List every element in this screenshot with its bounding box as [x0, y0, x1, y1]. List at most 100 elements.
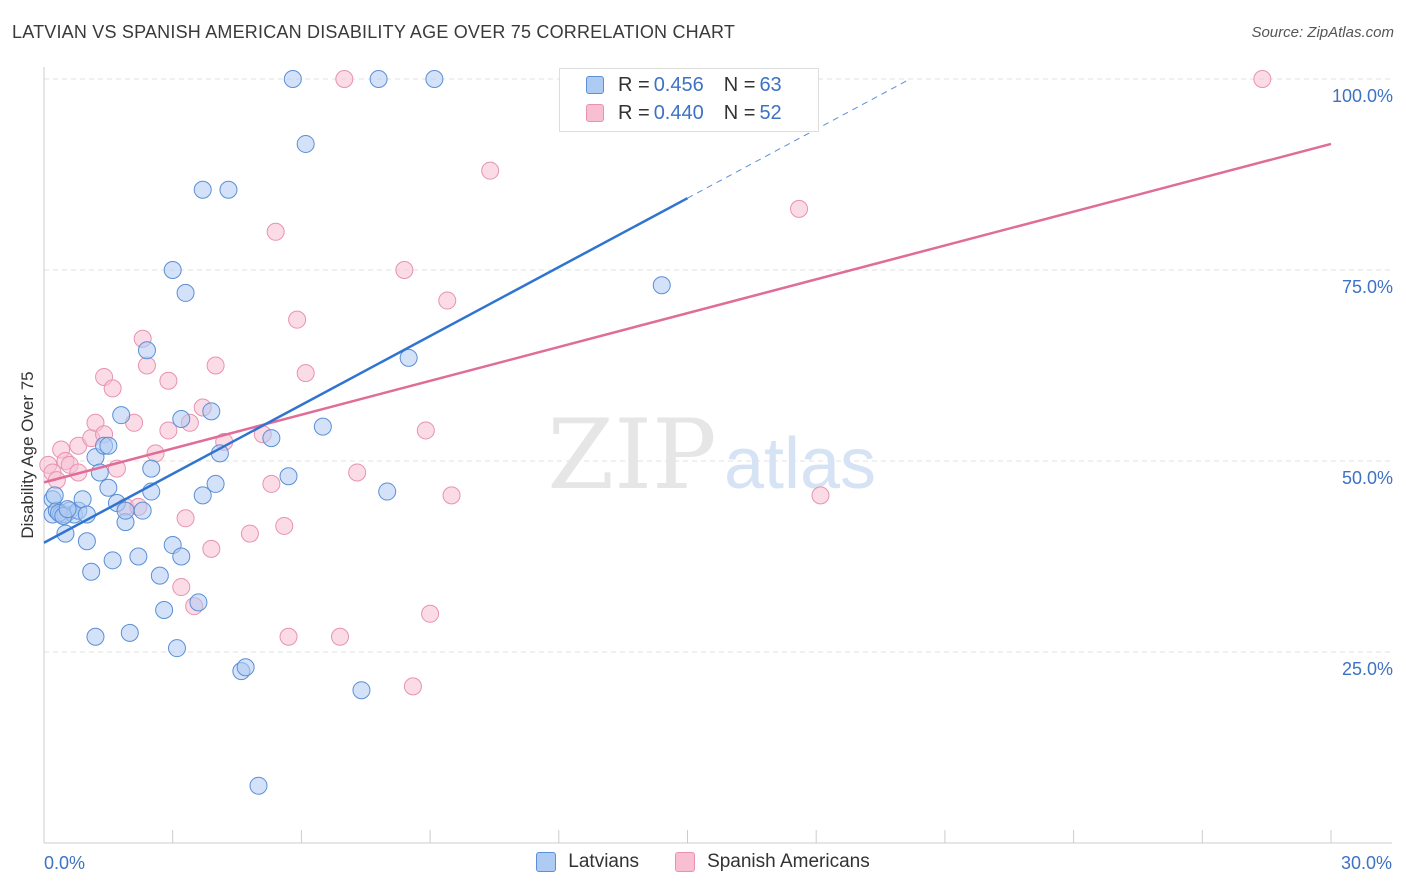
spanish-americans-point	[348, 463, 367, 482]
legend-swatch-blue	[586, 76, 604, 94]
spanish-americans-point	[296, 364, 315, 383]
latvians-point	[652, 276, 671, 295]
spanish-americans-point	[202, 539, 221, 558]
latvians-point	[279, 467, 298, 486]
spanish-americans-point	[395, 261, 414, 279]
latvians-point	[163, 261, 182, 279]
legend-row-latvians: R = 0.456 N = 63	[586, 72, 782, 98]
legend-r-label: R =	[618, 73, 650, 96]
latvians-point	[82, 562, 101, 581]
spanish-americans-trend-line	[43, 142, 1332, 484]
spanish-americans-point	[176, 509, 195, 528]
legend-item-latvians[interactable]: Latvians	[536, 851, 639, 873]
series-spanish-americans	[39, 70, 1272, 696]
spanish-americans-point	[288, 310, 307, 329]
y-tick-label: 100.0%	[1332, 86, 1393, 106]
spanish-americans-point	[335, 70, 354, 88]
latvians-point	[189, 593, 208, 612]
latvians-point	[86, 627, 105, 646]
legend-label-latvians: Latvians	[568, 851, 640, 872]
spanish-americans-point	[206, 356, 225, 375]
latvians-point	[45, 486, 64, 505]
axes	[43, 67, 1392, 844]
latvians-point	[176, 283, 195, 302]
axis-labels: 25.0% 50.0% 75.0% 100.0% 0.0% 30.0% Disability…	[18, 86, 1393, 873]
spanish-americans-point	[442, 486, 461, 505]
watermark: ZIP atlas	[547, 399, 876, 511]
spanish-americans-point	[240, 524, 259, 543]
latvians-point	[142, 459, 161, 478]
latvians-point	[99, 436, 118, 455]
latvians-point	[103, 551, 122, 570]
latvians-point	[369, 70, 388, 88]
latvians-point	[206, 474, 225, 493]
latvians-point	[116, 501, 135, 520]
spanish-americans-point	[403, 677, 422, 696]
latvians-point	[167, 639, 186, 658]
latvians-swatch	[536, 852, 557, 872]
spanish-americans-point	[159, 421, 178, 440]
latvians-point	[202, 402, 221, 421]
spanish-americans-point	[811, 486, 830, 505]
spanish-americans-point	[279, 627, 298, 646]
latvians-point	[77, 532, 96, 551]
source-label: Source: ZipAtlas.com	[1251, 24, 1394, 41]
y-tick-label: 25.0%	[1342, 659, 1393, 679]
spanish-americans-point	[421, 604, 440, 623]
latvians-point	[399, 348, 418, 367]
latvians-point	[425, 70, 444, 88]
latvians-trend-line	[43, 197, 689, 544]
latvians-point	[73, 490, 92, 509]
legend-row-spanish-americans: R = 0.440 N = 52	[586, 100, 782, 126]
latvians-point	[172, 547, 191, 566]
spanish-americans-point	[1253, 70, 1272, 88]
watermark-atlas: atlas	[724, 424, 876, 504]
x-tick-label-max: 30.0%	[1341, 853, 1392, 873]
latvians-point	[193, 486, 212, 505]
legend-r-value: 0.456	[653, 73, 704, 96]
x-tick-label-min: 0.0%	[44, 853, 85, 873]
legend-n-value: 52	[759, 101, 782, 124]
y-tick-label: 75.0%	[1342, 277, 1393, 297]
latvians-point	[219, 180, 238, 199]
spanish-americans-point	[481, 161, 500, 180]
latvians-point	[296, 134, 315, 153]
spanish-americans-point	[137, 356, 156, 375]
spanish-americans-point	[275, 516, 294, 535]
latvians-point	[236, 658, 255, 677]
legend-r-value: 0.440	[653, 101, 704, 124]
legend-item-spanish-americans[interactable]: Spanish Americans	[675, 851, 870, 873]
latvians-point	[129, 547, 148, 566]
legend-n-label: N =	[723, 73, 756, 96]
y-axis-title: Disability Age Over 75	[18, 371, 37, 538]
series-legend: Latvians Spanish Americans	[0, 851, 1406, 873]
latvians-point	[193, 180, 212, 199]
series-latvians	[43, 70, 671, 795]
latvians-point	[172, 409, 191, 428]
spanish-americans-point	[416, 421, 435, 440]
latvians-point	[120, 623, 139, 642]
latvians-point	[283, 70, 302, 88]
trend-lines	[43, 80, 1332, 544]
latvians-point	[112, 406, 131, 425]
correlation-legend: R = 0.456 N = 63 R = 0.440 N = 52	[559, 68, 819, 132]
latvians-point	[262, 429, 281, 448]
spanish-americans-point	[790, 199, 809, 218]
spanish-americans-point	[266, 222, 285, 241]
latvians-point	[352, 681, 371, 700]
watermark-zip: ZIP	[547, 399, 716, 511]
latvians-point	[137, 341, 156, 360]
chart-title: LATVIAN VS SPANISH AMERICAN DISABILITY A…	[12, 22, 736, 42]
legend-r-label: R =	[618, 101, 650, 124]
latvians-point	[150, 566, 169, 585]
latvians-trend-extension	[687, 80, 907, 199]
latvians-point	[249, 776, 268, 795]
latvians-point	[133, 501, 152, 520]
legend-swatch-pink	[586, 104, 604, 122]
latvians-point	[378, 482, 397, 501]
legend-label-spanish-americans: Spanish Americans	[707, 851, 870, 872]
spanish-americans-point	[262, 474, 281, 493]
spanish-americans-point	[159, 371, 178, 390]
latvians-point	[155, 600, 174, 619]
